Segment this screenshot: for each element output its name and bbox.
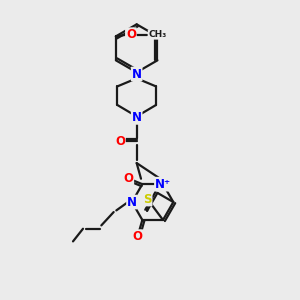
- Text: N: N: [127, 196, 137, 208]
- Text: S: S: [143, 193, 152, 206]
- Text: N: N: [132, 68, 142, 80]
- Text: O: O: [132, 230, 142, 243]
- Text: O: O: [115, 135, 125, 148]
- Text: CH₃: CH₃: [148, 30, 166, 39]
- Text: N⁺: N⁺: [155, 178, 171, 191]
- Text: O: O: [126, 28, 136, 41]
- Text: N: N: [132, 111, 142, 124]
- Text: O: O: [123, 172, 133, 185]
